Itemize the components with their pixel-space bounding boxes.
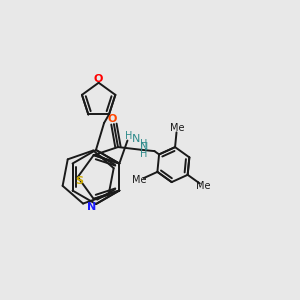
Text: H: H: [140, 139, 147, 149]
Text: H: H: [140, 149, 147, 159]
Text: N: N: [140, 142, 148, 152]
Text: H: H: [125, 131, 133, 141]
Text: O: O: [108, 114, 117, 124]
Text: N: N: [132, 134, 140, 144]
Text: O: O: [94, 74, 103, 84]
Text: Me: Me: [196, 181, 211, 191]
Text: Me: Me: [132, 175, 147, 185]
Text: Me: Me: [170, 122, 184, 133]
Text: N: N: [87, 202, 97, 212]
Text: S: S: [75, 176, 83, 186]
